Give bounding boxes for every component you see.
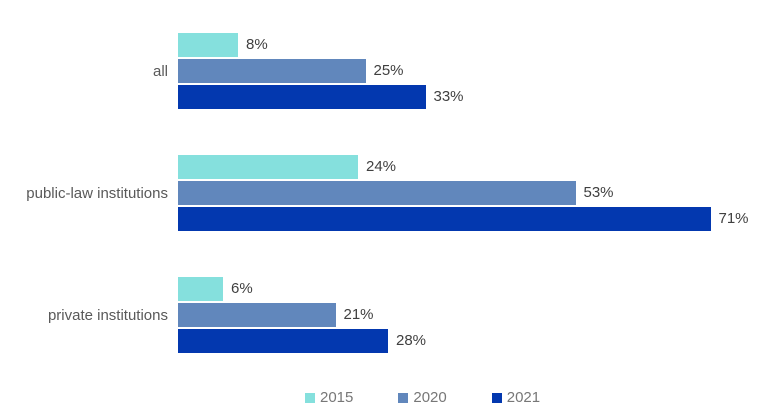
- bar-row: 25%: [178, 59, 776, 83]
- category-label: private institutions: [47, 306, 168, 324]
- chart-legend: 2015 2020 2021: [305, 389, 776, 406]
- bar-2015: [178, 277, 223, 301]
- bar-row: 21%: [178, 303, 776, 327]
- bar-group: all 8% 25% 33%: [0, 33, 776, 109]
- data-label: 71%: [718, 210, 749, 227]
- bar-2021: [178, 85, 426, 109]
- legend-item-2021: 2021: [491, 389, 541, 406]
- legend-swatch-icon: [305, 392, 315, 403]
- legend-label: 2015: [320, 389, 354, 406]
- legend-item-2020: 2020: [398, 389, 447, 406]
- data-label: 28%: [396, 332, 427, 349]
- bar-stack: 6% 21% 28%: [168, 277, 776, 353]
- bar-2021: [178, 207, 711, 231]
- legend-label: 2020: [413, 389, 447, 406]
- data-label: 33%: [433, 88, 464, 105]
- data-label: 53%: [583, 184, 614, 201]
- bar-2015: [178, 33, 238, 57]
- bar-2020: [178, 59, 366, 83]
- legend-label: 2021: [506, 389, 541, 406]
- bar-row: 8%: [178, 33, 776, 57]
- bar-row: 53%: [178, 181, 776, 205]
- bar-row: 28%: [178, 329, 776, 353]
- bar-group: public-law institutions 24% 53% 71%: [0, 155, 776, 231]
- legend-swatch-icon: [491, 392, 502, 403]
- category-label: all: [152, 62, 168, 80]
- bar-group: private institutions 6% 21% 28%: [0, 277, 776, 353]
- bar-2020: [178, 181, 576, 205]
- bar-row: 33%: [178, 85, 776, 109]
- bar-row: 6%: [178, 277, 776, 301]
- data-label: 24%: [366, 158, 397, 175]
- bar-stack: 24% 53% 71%: [168, 155, 776, 231]
- data-label: 25%: [373, 62, 404, 79]
- data-label: 8%: [246, 36, 268, 53]
- bar-2021: [178, 329, 388, 353]
- legend-swatch-icon: [398, 392, 409, 403]
- legend-item-2015: 2015: [305, 389, 353, 406]
- bar-stack: 8% 25% 33%: [168, 33, 776, 109]
- data-label: 6%: [231, 280, 253, 297]
- category-label: public-law institutions: [26, 184, 168, 202]
- bar-row: 24%: [178, 155, 776, 179]
- plot-area: all 8% 25% 33% public-law institutions 24% 53%…: [0, 33, 776, 353]
- data-label: 21%: [343, 306, 374, 323]
- bar-2020: [178, 303, 336, 327]
- bar-row: 71%: [178, 207, 776, 231]
- bar-2015: [178, 155, 358, 179]
